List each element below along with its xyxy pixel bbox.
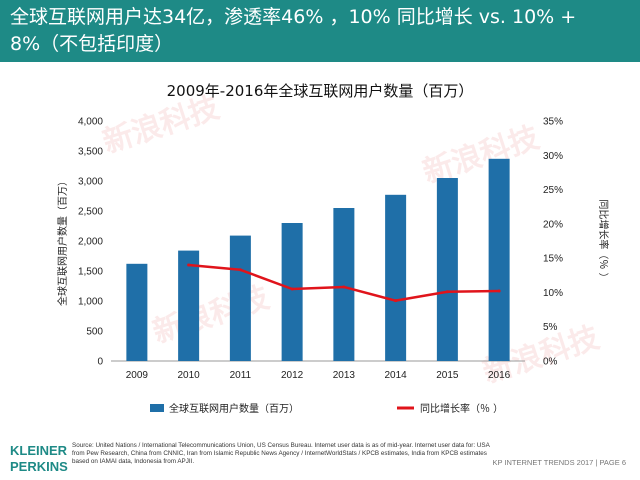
source-note: Source: United Nations / International T… [72,442,490,465]
x-tick-label: 2010 [178,370,201,381]
legend-line-label: 同比增长率（％ ） [420,402,503,415]
y-tick-label: 1,000 [78,297,103,308]
x-tick-label: 2009 [126,370,149,381]
bar [229,235,251,361]
y-tick-label: 3,000 [78,177,103,188]
header-bar: 全球互联网用户达34亿，渗透率46% ，10% 同比增长 vs. 10% + 8… [0,0,640,62]
growth-rate-point [187,263,191,267]
bar [281,223,303,361]
x-tick-label: 2016 [488,370,511,381]
y-tick-label: 2,000 [78,237,103,248]
legend-bar-swatch [150,404,164,412]
y-tick-label: 4,000 [78,117,103,128]
growth-rate-point [342,285,346,289]
growth-rate-point [394,299,398,303]
y-right-tick-label: 5% [543,322,558,333]
y-right-tick-label: 25% [543,185,563,196]
x-tick-label: 2012 [281,370,304,381]
page-footer: KP INTERNET TRENDS 2017 | PAGE 6 [492,458,626,467]
company-logo: KLEINER PERKINS [10,443,68,474]
legend-bar-label: 全球互联网用户数量（百万） [169,402,299,415]
growth-rate-point [445,290,449,294]
y-tick-label: 0 [97,357,103,368]
x-tick-label: 2015 [436,370,459,381]
x-tick-label: 2011 [230,370,252,381]
bar [488,158,510,361]
y-right-axis-title: 同比增长率（％ ） [597,199,610,282]
y-right-tick-label: 10% [543,288,563,299]
bar [178,250,200,361]
y-tick-label: 1,500 [78,267,103,278]
growth-rate-point [290,287,294,291]
y-tick-label: 3,500 [78,147,103,158]
y-right-tick-label: 20% [543,219,563,230]
y-right-tick-label: 35% [543,117,563,128]
bar [436,178,458,361]
bar [126,263,148,361]
x-tick-label: 2013 [333,370,356,381]
y-axis-title: 全球互联网用户数量（百万） [56,176,69,306]
y-right-tick-label: 30% [543,151,563,162]
growth-rate-point [497,289,501,293]
y-tick-label: 500 [86,327,103,338]
y-right-tick-label: 15% [543,254,563,265]
bar [333,208,355,361]
y-tick-label: 2,500 [78,207,103,218]
chart-title: 2009年-2016年全球互联网用户数量（百万） [166,82,474,100]
growth-rate-point [238,268,242,272]
y-right-tick-label: 0% [543,357,558,368]
x-tick-label: 2014 [385,370,408,381]
bar [385,194,407,361]
slide-title: 全球互联网用户达34亿，渗透率46% ，10% 同比增长 vs. 10% + 8… [10,6,577,55]
